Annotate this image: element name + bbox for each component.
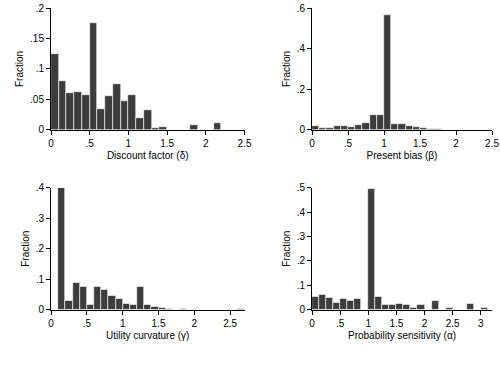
svg-text:1: 1 — [365, 318, 371, 329]
svg-text:2.5: 2.5 — [223, 318, 237, 329]
svg-text:Utility curvature (γ): Utility curvature (γ) — [106, 330, 189, 341]
svg-text:.5: .5 — [86, 138, 95, 149]
svg-text:.4: .4 — [297, 43, 306, 54]
svg-text:Fraction: Fraction — [20, 231, 31, 267]
svg-text:.1: .1 — [36, 274, 45, 285]
svg-text:0: 0 — [38, 304, 44, 315]
svg-text:1.5: 1.5 — [389, 318, 403, 329]
svg-text:3: 3 — [478, 318, 484, 329]
svg-text:Fraction: Fraction — [14, 51, 25, 87]
svg-text:.2: .2 — [36, 243, 45, 254]
svg-text:Fraction: Fraction — [281, 51, 292, 87]
svg-text:2: 2 — [453, 138, 459, 149]
svg-text:.2: .2 — [297, 84, 306, 95]
svg-text:2: 2 — [203, 138, 209, 149]
svg-text:2.5: 2.5 — [446, 318, 460, 329]
svg-text:.15: .15 — [30, 33, 44, 44]
svg-text:.5: .5 — [83, 318, 92, 329]
svg-text:1.5: 1.5 — [152, 318, 166, 329]
svg-text:0: 0 — [309, 318, 315, 329]
svg-text:.05: .05 — [30, 94, 44, 105]
svg-text:1: 1 — [126, 138, 132, 149]
svg-text:Fraction: Fraction — [281, 231, 292, 267]
svg-text:Discount factor (δ): Discount factor (δ) — [107, 150, 189, 161]
svg-text:.2: .2 — [297, 255, 306, 266]
svg-text:.3: .3 — [297, 231, 306, 242]
svg-text:.4: .4 — [36, 182, 45, 193]
svg-text:0: 0 — [48, 138, 54, 149]
svg-text:.4: .4 — [297, 207, 306, 218]
svg-text:.1: .1 — [36, 63, 45, 74]
svg-text:.6: .6 — [297, 3, 306, 14]
svg-text:0: 0 — [309, 138, 315, 149]
svg-text:.5: .5 — [336, 318, 345, 329]
svg-text:1: 1 — [120, 318, 126, 329]
svg-text:.3: .3 — [36, 213, 45, 224]
svg-text:2.5: 2.5 — [485, 138, 499, 149]
svg-text:.5: .5 — [297, 182, 306, 193]
svg-text:0: 0 — [38, 124, 44, 135]
svg-text:2.5: 2.5 — [238, 138, 252, 149]
svg-text:1.5: 1.5 — [413, 138, 427, 149]
svg-text:1: 1 — [381, 138, 387, 149]
svg-text:Present bias (β): Present bias (β) — [367, 150, 438, 161]
svg-text:.5: .5 — [344, 138, 353, 149]
svg-text:0: 0 — [299, 124, 305, 135]
svg-text:.1: .1 — [297, 280, 306, 291]
svg-text:.2: .2 — [36, 3, 45, 14]
svg-text:2: 2 — [422, 318, 428, 329]
svg-text:0: 0 — [48, 318, 54, 329]
svg-text:1.5: 1.5 — [160, 138, 174, 149]
svg-text:0: 0 — [299, 304, 305, 315]
svg-text:Probability sensitivity (α): Probability sensitivity (α) — [348, 330, 456, 341]
svg-text:2: 2 — [192, 318, 198, 329]
